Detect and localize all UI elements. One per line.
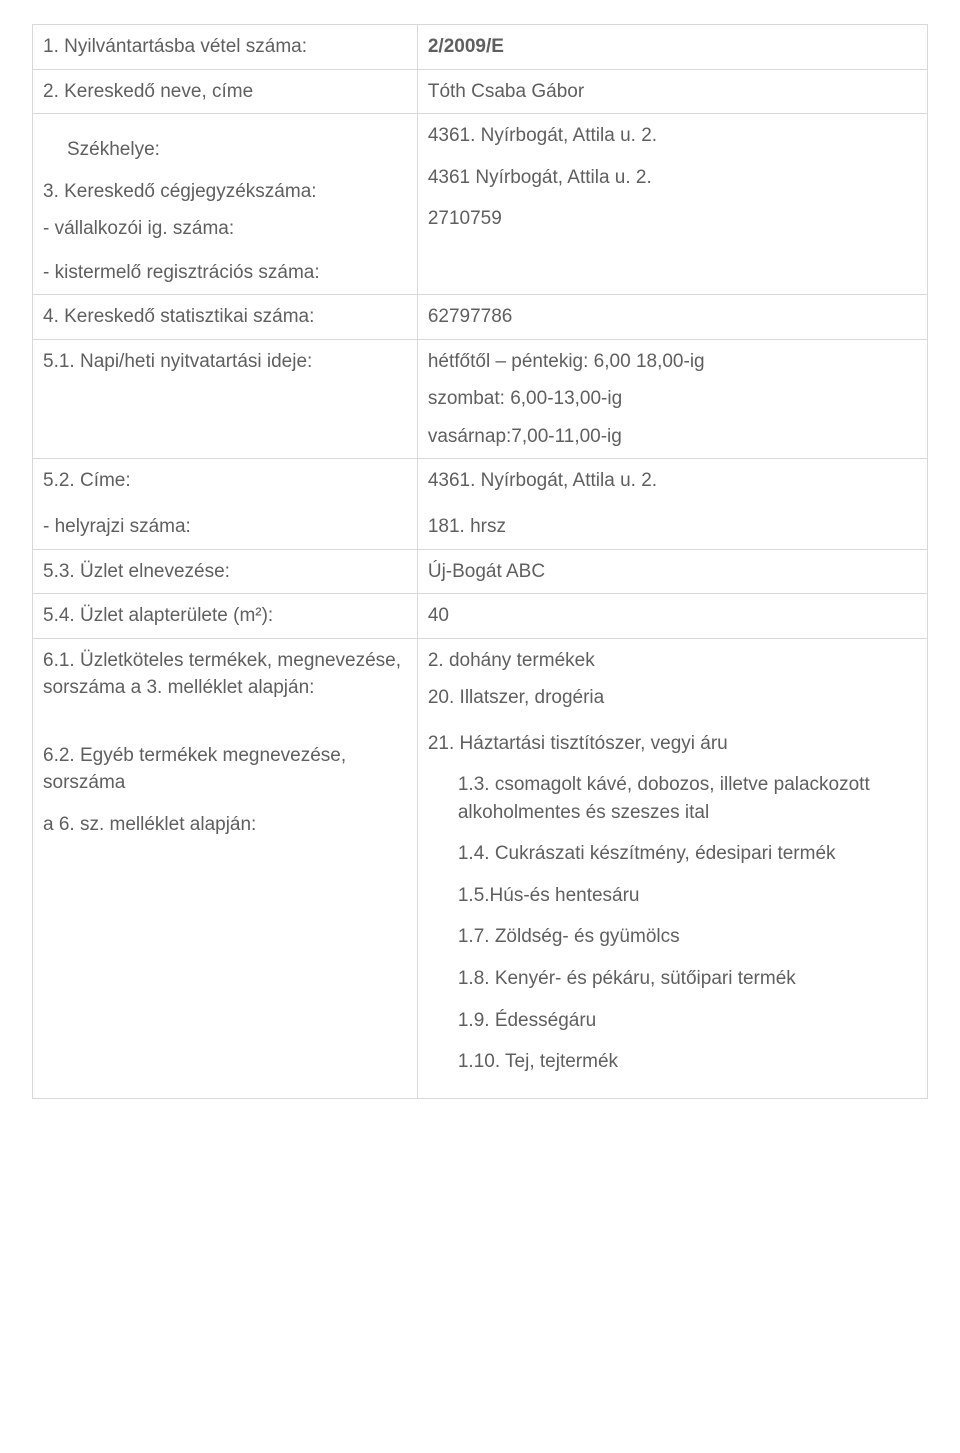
prod-p1: 2. dohány termékek <box>428 647 917 675</box>
product-list-item: 1.9. Édességáru <box>458 1007 917 1035</box>
products-62-label-a: 6.2. Egyéb termékek megnevezése, sorszám… <box>43 742 407 797</box>
row-7-value: Új-Bogát ABC <box>417 549 927 594</box>
address-value: 4361. Nyírbogát, Attila u. 2. <box>428 467 917 495</box>
row-3-left: Székhelye: 3. Kereskedő cégjegyzékszáma:… <box>33 114 418 295</box>
row-1-value: 2/2009/E <box>417 25 927 70</box>
dash-vallalkozoi: - vállalkozói ig. száma: <box>43 215 407 243</box>
product-list-item: 1.4. Cukrászati készítmény, édesipari te… <box>458 840 917 868</box>
row-1-label: 1. Nyilvántartásba vétel száma: <box>33 25 418 70</box>
row-2-value: Tóth Csaba Gábor <box>417 69 927 114</box>
reg-line: 3. Kereskedő cégjegyzékszáma: <box>43 178 407 206</box>
product-list-item: 1.7. Zöldség- és gyümölcs <box>458 923 917 951</box>
products-61-label: 6.1. Üzletköteles termékek, megnevezése,… <box>43 647 407 702</box>
addr-2: 4361 Nyírbogát, Attila u. 2. <box>428 164 917 192</box>
row-8-label: 5.4. Üzlet alapterülete (m²): <box>33 594 418 639</box>
registry-table: 1. Nyilvántartásba vétel száma: 2/2009/E… <box>32 24 928 1099</box>
seat-label: Székhelye: <box>43 136 407 164</box>
row-8-value: 40 <box>417 594 927 639</box>
dash-kistermelo: - kistermelő regisztrációs száma: <box>43 259 407 287</box>
prod-p2: 20. Illatszer, drogéria <box>428 684 917 712</box>
reg-number: 2710759 <box>428 205 917 233</box>
row-9-right: 2. dohány termékek 20. Illatszer, drogér… <box>417 638 927 1098</box>
products-62-label-b: a 6. sz. melléklet alapján: <box>43 811 407 839</box>
product-list-item: 1.10. Tej, tejtermék <box>458 1048 917 1076</box>
hrsz-value: 181. hrsz <box>428 513 917 541</box>
prod-p3: 21. Háztartási tisztítószer, vegyi áru <box>428 730 917 758</box>
hours-weekday: hétfőtől – péntekig: 6,00 18,00-ig <box>428 348 917 376</box>
address-label: 5.2. Címe: <box>43 467 407 495</box>
hours-saturday: szombat: 6,00-13,00-ig <box>428 385 917 413</box>
row-2-label: 2. Kereskedő neve, címe <box>33 69 418 114</box>
row-7-label: 5.3. Üzlet elnevezése: <box>33 549 418 594</box>
hrsz-label: - helyrajzi száma: <box>43 513 407 541</box>
row-4-value: 62797786 <box>417 295 927 340</box>
addr-1: 4361. Nyírbogát, Attila u. 2. <box>428 122 917 150</box>
row-5-right: hétfőtől – péntekig: 6,00 18,00-ig szomb… <box>417 339 927 459</box>
row-9-left: 6.1. Üzletköteles termékek, megnevezése,… <box>33 638 418 1098</box>
product-list-item: 1.5.Hús-és hentesáru <box>458 882 917 910</box>
row-5-label: 5.1. Napi/heti nyitvatartási ideje: <box>33 339 418 459</box>
row-3-right: 4361. Nyírbogát, Attila u. 2. 4361 Nyírb… <box>417 114 927 295</box>
product-numbered-list: 1.3. csomagolt kávé, dobozos, illetve pa… <box>428 771 917 1075</box>
product-list-item: 1.3. csomagolt kávé, dobozos, illetve pa… <box>458 771 917 826</box>
row-6-left: 5.2. Címe: - helyrajzi száma: <box>33 459 418 549</box>
hours-sunday: vasárnap:7,00-11,00-ig <box>428 423 917 451</box>
row-6-right: 4361. Nyírbogát, Attila u. 2. 181. hrsz <box>417 459 927 549</box>
product-list-item: 1.8. Kenyér- és pékáru, sütőipari termék <box>458 965 917 993</box>
row-4-label: 4. Kereskedő statisztikai száma: <box>33 295 418 340</box>
